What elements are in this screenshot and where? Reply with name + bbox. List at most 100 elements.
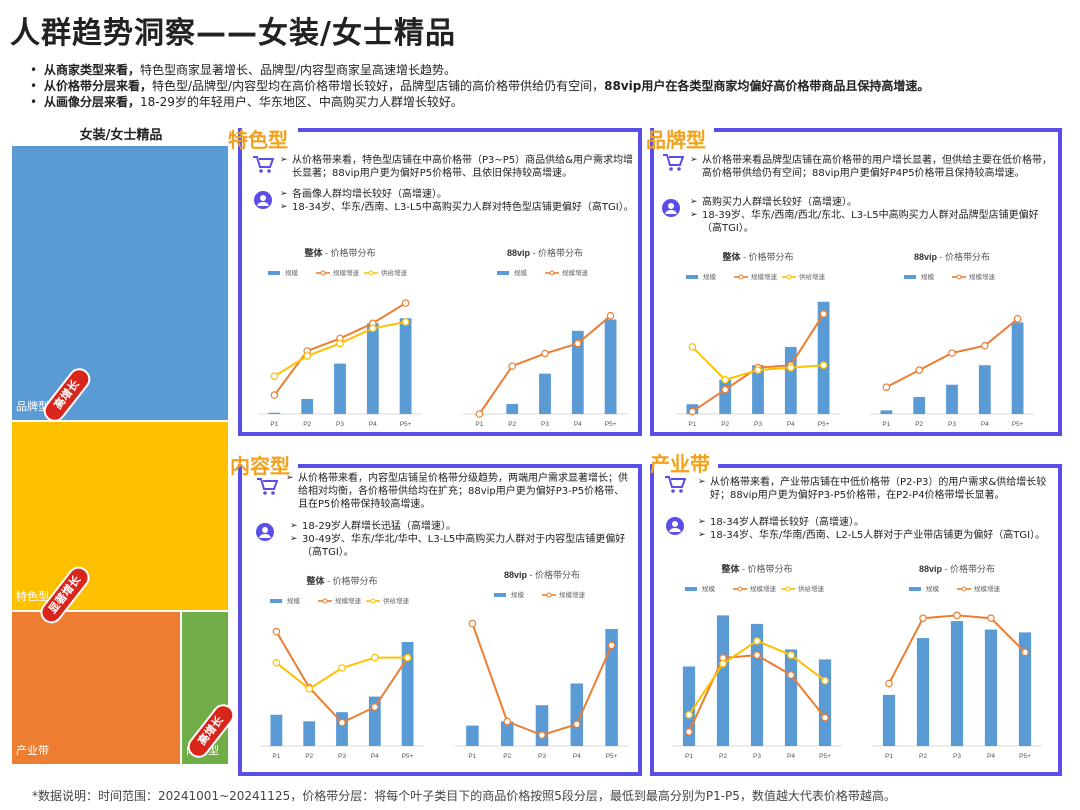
data-point bbox=[688, 407, 697, 416]
data-point bbox=[270, 372, 279, 381]
legend-label: 规模增速 bbox=[751, 272, 778, 281]
x-tick-label: P3 bbox=[338, 753, 346, 760]
legend-marker bbox=[786, 274, 792, 280]
x-tick-label: P5+ bbox=[606, 753, 618, 760]
data-point bbox=[1013, 315, 1022, 323]
legend-swatch bbox=[904, 275, 916, 279]
data-point bbox=[987, 614, 995, 623]
legend-marker bbox=[961, 586, 967, 592]
desc-line: 从价格带来看，产业带店铺在中低价格带（P2-P3）的用户需求&供给增长较好；88… bbox=[698, 476, 1060, 502]
bar bbox=[880, 410, 893, 414]
treemap-label: 特色型 bbox=[16, 590, 49, 603]
bullet-lead: 从商家类型来看， bbox=[44, 63, 141, 77]
data-point bbox=[754, 366, 762, 374]
x-tick-label: P5+ bbox=[400, 421, 412, 428]
x-tick-label: P2 bbox=[919, 753, 927, 760]
bullet-emphasis: 88vip用户在各类型商家均偏好高价格带商品且保持高增速。 bbox=[604, 79, 930, 93]
data-point bbox=[821, 676, 829, 685]
treemap-cell-pinpai: 品牌型 bbox=[12, 146, 228, 420]
x-tick-label: P1 bbox=[468, 753, 476, 760]
treemap-label: 产业带 bbox=[16, 744, 49, 757]
x-tick-label: P5+ bbox=[818, 421, 830, 428]
x-tick-label: P2 bbox=[719, 753, 727, 760]
section-title-chanye: 产业带 bbox=[650, 452, 710, 476]
bullet-lead: 从画像分层来看， bbox=[44, 95, 141, 109]
x-tick-label: P1 bbox=[688, 421, 696, 428]
legend-label: 规模 bbox=[511, 590, 525, 599]
desc-price-tese: 从价格带来看，特色型店铺在中高价格带（P3~P5）商品供给&用户需求均增长显著；… bbox=[280, 154, 640, 180]
desc-line: 18-29岁人群增长迅猛（高增速）。 bbox=[290, 520, 640, 533]
x-tick-label: P3 bbox=[948, 421, 956, 428]
data-point bbox=[753, 651, 761, 659]
x-tick-label: P4 bbox=[369, 421, 377, 428]
bar bbox=[303, 721, 316, 746]
data-point bbox=[574, 339, 582, 348]
desc-line: 18-34岁、华东/华南/西南、L2-L5人群对于产业带店铺更为偏好（高TGI）… bbox=[698, 529, 1060, 542]
bullet-text: 18-29岁的年轻用户、华东地区、中高购买力人群增长较好。 bbox=[140, 95, 463, 109]
chart-title: 88vip - 价格带分布 bbox=[504, 569, 580, 580]
chart-title-bold: 88vip bbox=[919, 564, 943, 574]
desc-line: 18-34岁人群增长较好（高增速）。 bbox=[698, 516, 1060, 529]
cart-icon bbox=[665, 476, 686, 493]
desc-people-pinpai: 高购买力人群增长较好（高增速）。 18-39岁、华东/西南/西北/东北、L3-L… bbox=[690, 196, 1060, 235]
bar bbox=[950, 621, 964, 746]
summary-bullet: 从画像分层来看，18-29岁的年轻用户、华东地区、中高购买力人群增长较好。 bbox=[30, 94, 929, 110]
section-frame-neirong bbox=[238, 464, 642, 776]
legend-marker bbox=[546, 592, 552, 598]
chart-title-bold: 88vip bbox=[914, 252, 938, 262]
bar bbox=[719, 379, 732, 414]
bar bbox=[604, 319, 617, 414]
bullet-lead: 从价格带分层来看， bbox=[44, 79, 153, 93]
data-point bbox=[508, 362, 517, 370]
legend-marker bbox=[737, 586, 743, 592]
data-point bbox=[403, 653, 412, 662]
data-point bbox=[401, 318, 410, 326]
data-point bbox=[503, 717, 512, 726]
x-tick-label: P4 bbox=[787, 753, 795, 760]
data-point bbox=[468, 619, 477, 628]
data-point bbox=[338, 664, 346, 672]
bar bbox=[913, 396, 926, 414]
desc-line: 从价格带来看，内容型店铺呈价格带分级趋势，两端用户需求显著增长；供给相对均衡，各… bbox=[286, 472, 638, 511]
chart-title-bold: 整体 bbox=[305, 575, 325, 586]
data-point bbox=[573, 720, 581, 729]
people-icon bbox=[666, 517, 684, 535]
treemap-title: 女装/女士精品 bbox=[79, 128, 163, 143]
people-icon bbox=[662, 199, 680, 217]
chart-title-bold: 88vip bbox=[507, 248, 531, 258]
bar bbox=[946, 384, 958, 414]
desc-line: 从价格带来看品牌型店铺在高价格带的用户增长显著，但供给主要在低价格带，高价格带供… bbox=[690, 154, 1060, 180]
legend-label: 规模 bbox=[702, 584, 716, 593]
legend-swatch bbox=[268, 271, 280, 275]
legend-swatch bbox=[497, 271, 509, 275]
data-point bbox=[475, 410, 484, 418]
legend-label: 供给增速 bbox=[799, 272, 826, 281]
x-tick-label: P5+ bbox=[819, 753, 831, 760]
data-point bbox=[303, 352, 312, 360]
data-point bbox=[787, 363, 795, 372]
x-tick-label: P1 bbox=[882, 421, 890, 428]
data-point bbox=[948, 349, 956, 357]
desc-people-neirong: 18-29岁人群增长迅猛（高增速）。 30-49岁、华东/华北/华中、L3-L5… bbox=[290, 520, 640, 559]
series-line bbox=[275, 631, 409, 724]
bar bbox=[368, 696, 381, 746]
bar bbox=[978, 365, 991, 414]
x-tick-label: P1 bbox=[685, 753, 693, 760]
series-line bbox=[275, 656, 408, 691]
bar bbox=[605, 629, 618, 746]
bar bbox=[817, 301, 830, 414]
desc-people-tese: 各画像人群均增长较好（高增速）。 18-34岁、华东/西南、L3-L5中高购买力… bbox=[280, 188, 640, 214]
x-tick-label: P5+ bbox=[402, 753, 414, 760]
bullet-text: 特色型/品牌型/内容型均在高价格带增长较好，品牌型店铺的高价格带供给仍有空间， bbox=[152, 79, 605, 93]
chart-title-rest: - 价格带分布 bbox=[323, 247, 376, 258]
chart-title: 88vip - 价格带分布 bbox=[507, 247, 583, 258]
legend-label: 规模 bbox=[285, 268, 299, 277]
bar bbox=[916, 638, 930, 746]
bar bbox=[336, 712, 348, 746]
chart-title-rest: - 价格带分布 bbox=[942, 563, 995, 574]
chart-title-bold: 整体 bbox=[721, 251, 741, 262]
page-title: 人群趋势洞察——女装/女士精品 bbox=[10, 16, 456, 51]
